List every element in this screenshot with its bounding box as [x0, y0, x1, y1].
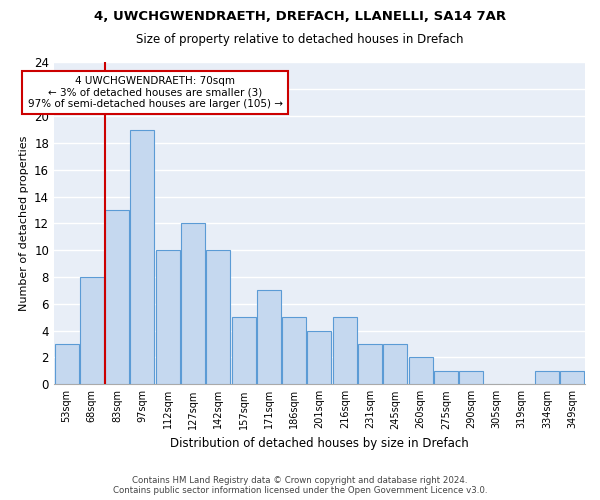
Bar: [257, 290, 281, 384]
Y-axis label: Number of detached properties: Number of detached properties: [19, 136, 29, 311]
Bar: [434, 371, 458, 384]
Text: Size of property relative to detached houses in Drefach: Size of property relative to detached ho…: [136, 32, 464, 46]
Bar: [383, 344, 407, 385]
Bar: [130, 130, 154, 384]
Bar: [206, 250, 230, 384]
Bar: [232, 318, 256, 384]
Bar: [535, 371, 559, 384]
Bar: [55, 344, 79, 385]
Bar: [307, 330, 331, 384]
Bar: [105, 210, 129, 384]
Bar: [333, 318, 357, 384]
X-axis label: Distribution of detached houses by size in Drefach: Distribution of detached houses by size …: [170, 437, 469, 450]
Bar: [358, 344, 382, 385]
Bar: [459, 371, 483, 384]
Bar: [282, 318, 306, 384]
Bar: [409, 358, 433, 384]
Bar: [80, 277, 104, 384]
Bar: [181, 224, 205, 384]
Bar: [156, 250, 180, 384]
Text: 4, UWCHGWENDRAETH, DREFACH, LLANELLI, SA14 7AR: 4, UWCHGWENDRAETH, DREFACH, LLANELLI, SA…: [94, 10, 506, 23]
Text: Contains HM Land Registry data © Crown copyright and database right 2024.
Contai: Contains HM Land Registry data © Crown c…: [113, 476, 487, 495]
Bar: [560, 371, 584, 384]
Text: 4 UWCHGWENDRAETH: 70sqm
← 3% of detached houses are smaller (3)
97% of semi-deta: 4 UWCHGWENDRAETH: 70sqm ← 3% of detached…: [28, 76, 283, 109]
